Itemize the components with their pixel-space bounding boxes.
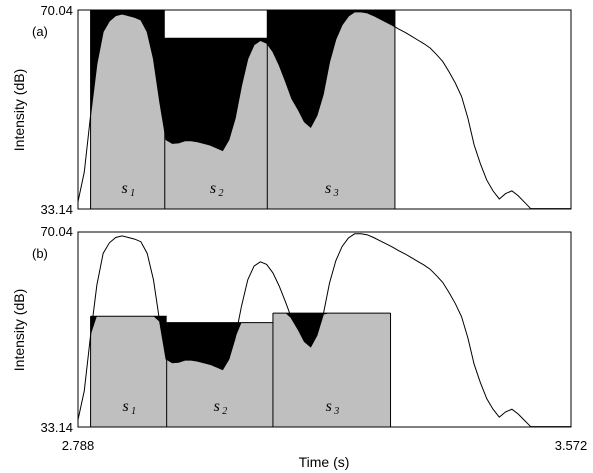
panel-b-label: (b) [32,246,48,261]
panel-a-label: (a) [32,24,48,39]
x-axis-label: Time (s) [299,454,350,470]
segment-1-contour-area [90,13,165,209]
intensity-contour-line [77,11,571,210]
panel-a-frame [77,9,572,210]
segment-1-contour-area [90,316,167,427]
panel-b-frame [77,231,572,428]
x-max-tick: 3.572 [555,438,588,453]
panel-b: 70.04 33.14 (b) Intensity (dB) 2.788 3.5… [11,224,587,470]
panel-b-ymax-tick: 70.04 [40,224,73,239]
intensity-contour-line [77,233,571,428]
panel-a-ymin-tick: 33.14 [40,202,73,217]
segment-2-contour-area [166,322,273,427]
segment-3-label: s [325,180,331,197]
panel-a-ylabel: Intensity (dB) [11,69,27,151]
panel-b-ymin-tick: 33.14 [40,420,73,435]
segment-2-subscript: 2 [222,406,227,417]
x-min-tick: 2.788 [62,438,95,453]
segment-2-label: s [210,180,216,197]
segment-1-subscript: 1 [130,188,135,199]
panel-b-ylabel: Intensity (dB) [11,289,27,371]
segment-1-label: s [123,398,129,415]
segment-3-subscript: 3 [333,188,339,199]
segment-1-subscript: 1 [131,406,136,417]
segment-2-label: s [214,398,220,415]
segment-3-subscript: 3 [333,406,339,417]
segment-2-contour-area [164,40,268,209]
segment-3-contour-area [272,313,391,427]
segment-3-contour-area [267,11,395,209]
panel-a-ymax-tick: 70.04 [40,3,73,18]
segment-3-label: s [326,398,332,415]
segment-1-label: s [122,180,128,197]
segment-2-subscript: 2 [219,188,224,199]
